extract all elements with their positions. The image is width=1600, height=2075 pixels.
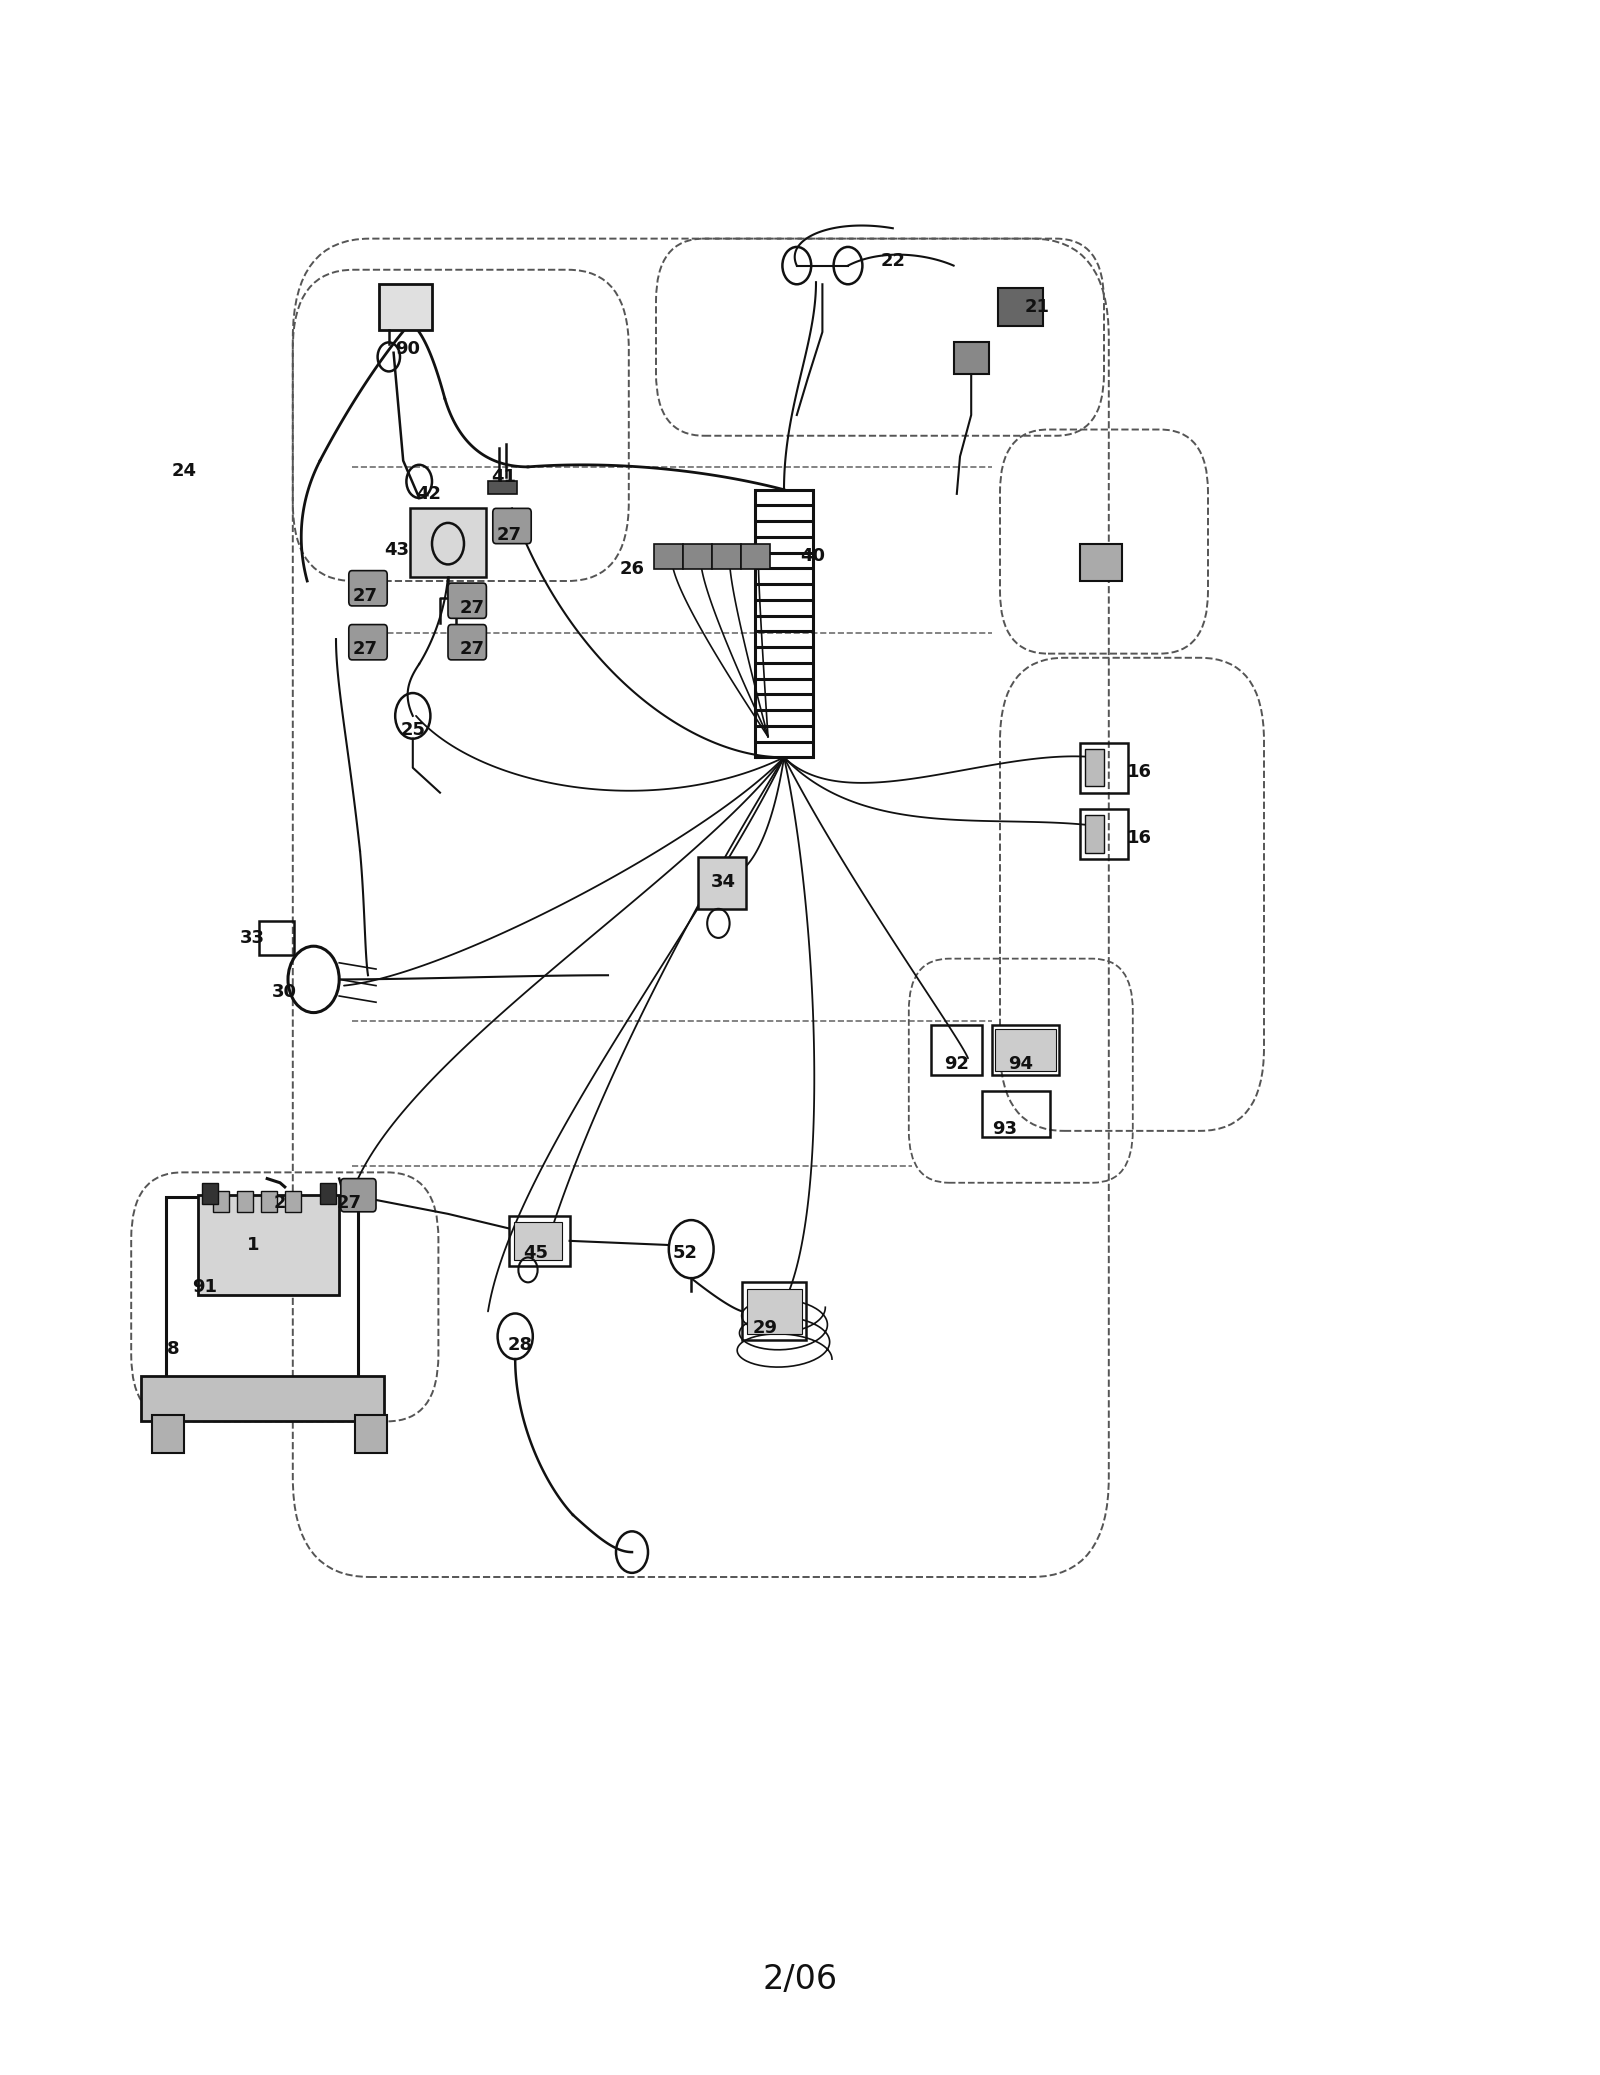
Text: 28: 28 bbox=[507, 1336, 533, 1353]
Bar bbox=[931, 1025, 982, 1075]
Bar bbox=[1080, 743, 1128, 793]
Text: 27: 27 bbox=[459, 641, 485, 658]
Bar bbox=[514, 1222, 562, 1260]
Text: 29: 29 bbox=[752, 1320, 778, 1336]
Text: 30: 30 bbox=[272, 984, 298, 1000]
Bar bbox=[355, 1415, 387, 1452]
Text: 33: 33 bbox=[240, 930, 266, 946]
Text: 25: 25 bbox=[400, 722, 426, 739]
Text: 16: 16 bbox=[1126, 764, 1152, 780]
Text: 21: 21 bbox=[1024, 299, 1050, 315]
Bar bbox=[285, 1191, 301, 1212]
Bar bbox=[982, 1091, 1050, 1137]
Text: 92: 92 bbox=[944, 1056, 970, 1073]
Text: 22: 22 bbox=[880, 253, 906, 270]
Bar bbox=[1085, 749, 1104, 786]
Text: 45: 45 bbox=[523, 1245, 549, 1262]
Bar bbox=[198, 1195, 339, 1295]
Bar bbox=[320, 1183, 336, 1204]
Text: 41: 41 bbox=[491, 469, 517, 486]
Text: 91: 91 bbox=[192, 1278, 218, 1295]
Text: 27: 27 bbox=[352, 641, 378, 658]
FancyBboxPatch shape bbox=[341, 1179, 376, 1212]
Bar bbox=[683, 544, 712, 569]
Bar bbox=[166, 1197, 358, 1380]
Text: 2/06: 2/06 bbox=[763, 1963, 837, 1996]
Text: 90: 90 bbox=[395, 340, 421, 357]
FancyBboxPatch shape bbox=[493, 508, 531, 544]
Bar bbox=[1080, 809, 1128, 859]
FancyBboxPatch shape bbox=[349, 625, 387, 660]
Bar bbox=[261, 1191, 277, 1212]
Text: 43: 43 bbox=[384, 542, 410, 558]
Bar bbox=[410, 508, 486, 577]
Bar bbox=[998, 288, 1043, 326]
Text: 24: 24 bbox=[171, 463, 197, 479]
Text: 8: 8 bbox=[166, 1340, 179, 1357]
Text: 27: 27 bbox=[352, 587, 378, 604]
Bar bbox=[995, 1029, 1056, 1071]
Bar bbox=[237, 1191, 253, 1212]
Bar bbox=[698, 857, 746, 909]
Text: 94: 94 bbox=[1008, 1056, 1034, 1073]
Bar bbox=[742, 1282, 806, 1340]
Bar bbox=[712, 544, 741, 569]
FancyBboxPatch shape bbox=[349, 571, 387, 606]
Text: 2: 2 bbox=[274, 1195, 286, 1212]
Bar bbox=[1085, 815, 1104, 853]
Bar bbox=[259, 921, 294, 955]
Bar bbox=[488, 481, 517, 494]
Text: 93: 93 bbox=[992, 1120, 1018, 1137]
Text: 27: 27 bbox=[496, 527, 522, 544]
Bar bbox=[152, 1415, 184, 1452]
Bar bbox=[1080, 544, 1122, 581]
Bar bbox=[654, 544, 683, 569]
Bar bbox=[509, 1216, 570, 1266]
Bar bbox=[741, 544, 770, 569]
Text: 1: 1 bbox=[246, 1237, 259, 1253]
Bar bbox=[202, 1183, 218, 1204]
Text: 52: 52 bbox=[672, 1245, 698, 1262]
Bar bbox=[141, 1376, 384, 1421]
Bar bbox=[213, 1191, 229, 1212]
Text: 40: 40 bbox=[800, 548, 826, 564]
Text: 27: 27 bbox=[459, 600, 485, 616]
Text: 34: 34 bbox=[710, 874, 736, 890]
Text: 42: 42 bbox=[416, 486, 442, 502]
Text: 27: 27 bbox=[336, 1195, 362, 1212]
Bar bbox=[379, 284, 432, 330]
Bar bbox=[992, 1025, 1059, 1075]
Text: 26: 26 bbox=[619, 560, 645, 577]
FancyBboxPatch shape bbox=[448, 625, 486, 660]
Bar bbox=[954, 342, 989, 374]
Bar bbox=[747, 1289, 802, 1334]
Text: 16: 16 bbox=[1126, 830, 1152, 847]
FancyBboxPatch shape bbox=[448, 583, 486, 618]
